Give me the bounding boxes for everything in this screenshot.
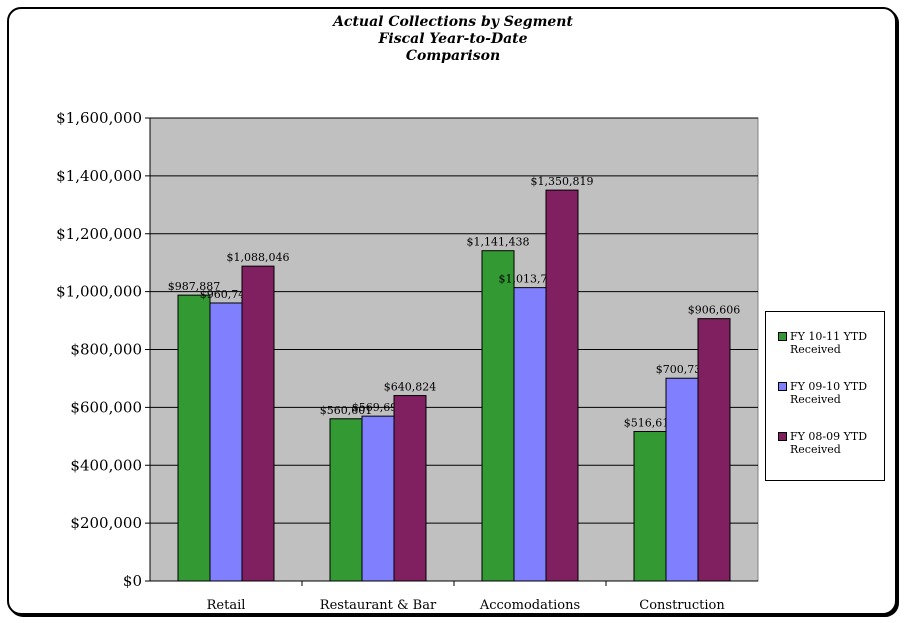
bar-restaurant-bar-series-0 xyxy=(329,418,363,582)
bar-construction-series-1 xyxy=(665,377,699,582)
data-label-restaurant-bar-series-1: $569,698 xyxy=(352,401,405,414)
bar-retail-series-2 xyxy=(241,265,275,582)
bar-construction-series-2 xyxy=(697,318,731,582)
y-tick-label-1: $200,000 xyxy=(70,514,142,532)
bar-construction-series-0 xyxy=(633,431,667,582)
legend-label-fy-10-11: FY 10-11 YTD Received xyxy=(790,330,868,356)
data-label-construction-series-1: $700,734 xyxy=(656,363,709,376)
y-tick-label-7: $1,400,000 xyxy=(56,167,142,185)
x-tick-label-restaurant-bar: Restaurant & Bar xyxy=(320,598,437,613)
data-label-accomodations-series-0: $1,141,438 xyxy=(467,236,530,249)
y-tick-label-4: $800,000 xyxy=(70,341,142,359)
legend-label-fy-08-09: FY 08-09 YTD Received xyxy=(790,430,868,456)
data-label-construction-series-2: $906,606 xyxy=(688,304,741,317)
x-tick-label-construction: Construction xyxy=(639,598,725,613)
chart-title-line-1: Actual Collections by Segment xyxy=(333,14,573,30)
y-tick-label-3: $600,000 xyxy=(70,398,142,416)
bar-accomodations-series-0 xyxy=(481,250,515,582)
chart-title: Actual Collections by Segment Fiscal Yea… xyxy=(0,14,906,65)
y-tick-label-2: $400,000 xyxy=(70,456,142,474)
legend-swatch-fy-10-11 xyxy=(778,332,787,341)
bar-accomodations-series-2 xyxy=(545,189,579,582)
y-tick-label-8: $1,600,000 xyxy=(56,109,142,127)
data-label-construction-series-0: $516,614 xyxy=(624,417,677,430)
data-label-accomodations-series-2: $1,350,819 xyxy=(531,175,594,188)
data-label-retail-series-1: $960,746 xyxy=(200,288,253,301)
y-tick-label-5: $1,000,000 xyxy=(56,283,142,301)
y-tick-label-0: $0 xyxy=(123,572,142,590)
bar-retail-series-0 xyxy=(177,294,211,582)
chart-title-line-3: Comparison xyxy=(405,48,501,64)
x-tick-label-retail: Retail xyxy=(207,598,246,613)
y-tick-label-6: $1,200,000 xyxy=(56,225,142,243)
x-tick-label-accomodations: Accomodations xyxy=(479,598,580,613)
data-label-retail-series-2: $1,088,046 xyxy=(227,251,290,264)
chart-title-line-2: Fiscal Year-to-Date xyxy=(378,31,528,47)
bar-accomodations-series-1 xyxy=(513,287,547,582)
bar-restaurant-bar-series-1 xyxy=(361,415,395,582)
bar-retail-series-1 xyxy=(209,302,243,582)
chart-legend: FY 10-11 YTD Received FY 09-10 YTD Recei… xyxy=(765,311,885,481)
legend-swatch-fy-08-09 xyxy=(778,432,787,441)
data-label-restaurant-bar-series-0: $560,601 xyxy=(320,404,373,417)
data-label-restaurant-bar-series-2: $640,824 xyxy=(384,381,437,394)
legend-swatch-fy-09-10 xyxy=(778,382,787,391)
legend-label-fy-09-10: FY 09-10 YTD Received xyxy=(790,380,868,406)
bar-restaurant-bar-series-2 xyxy=(393,395,427,582)
data-label-retail-series-0: $987,887 xyxy=(168,280,221,293)
